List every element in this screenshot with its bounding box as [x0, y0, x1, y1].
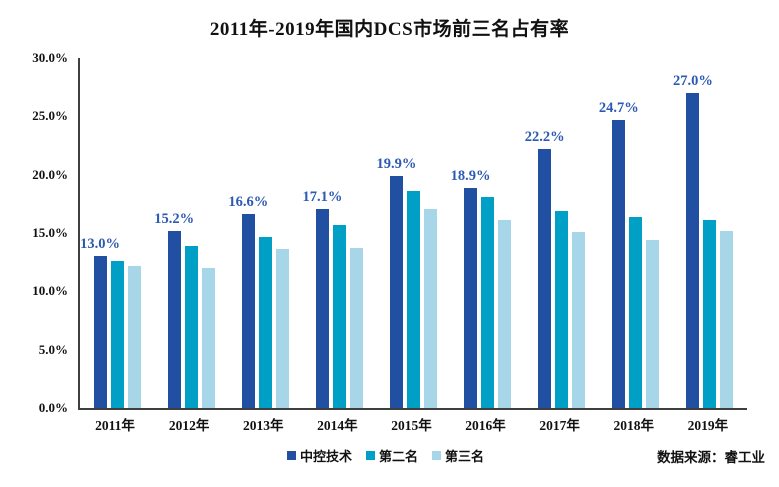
legend-label: 第二名	[379, 449, 419, 464]
legend-item-第三名: 第三名	[432, 446, 484, 465]
legend-item-中控技术: 中控技术	[287, 446, 352, 465]
bar-中控技术	[686, 93, 700, 408]
bar-group-2012年: 15.2%	[154, 58, 228, 408]
bar-value-label: 13.0%	[80, 236, 120, 253]
bar-value-label: 18.9%	[450, 167, 491, 184]
x-tick-label: 2012年	[168, 418, 210, 433]
bar-第三名	[201, 268, 215, 408]
bar-第二名	[184, 245, 198, 408]
bar-第二名	[332, 224, 346, 408]
bar-第三名	[720, 230, 734, 408]
x-tick-label: 2014年	[317, 418, 358, 433]
x-tick-label: 2017年	[539, 418, 580, 433]
y-tick-label: 25.0%	[32, 108, 68, 124]
y-tick-label: 0.0%	[38, 400, 68, 415]
legend-label: 中控技术	[300, 449, 353, 464]
bar-value-label: 17.1%	[302, 188, 343, 205]
bar-中控技术	[464, 187, 478, 408]
bar-第三名	[498, 220, 512, 408]
y-tick-label: 20.0%	[32, 166, 68, 182]
legend-swatch-icon	[366, 451, 376, 460]
bar-group-2017年: 22.2%	[525, 58, 599, 408]
bar-第二名	[703, 220, 717, 408]
bar-中控技术	[167, 230, 181, 408]
legend-item-第二名: 第二名	[366, 446, 418, 465]
bar-中控技术	[241, 214, 255, 408]
bar-group-2014年: 17.1%	[302, 58, 376, 408]
bar-中控技术	[315, 208, 329, 408]
bar-中控技术	[612, 119, 626, 408]
x-tick-label: 2015年	[391, 418, 432, 433]
bar-第三名	[349, 248, 363, 408]
bar-第三名	[423, 208, 437, 408]
bar-group-2013年: 16.6%	[228, 58, 302, 408]
chart-title: 2011年-2019年国内DCS市场前三名占有率	[209, 19, 570, 40]
bar-第二名	[406, 191, 420, 408]
bar-第三名	[572, 231, 586, 408]
bar-中控技术	[538, 149, 552, 408]
x-tick-label: 2016年	[465, 418, 506, 433]
bar-中控技术	[93, 256, 107, 408]
bar-value-label: 27.0%	[672, 73, 713, 89]
x-tick-label: 2013年	[242, 418, 284, 433]
bar-group-2019年: 27.0%	[673, 58, 747, 408]
bar-第二名	[258, 236, 272, 408]
bar-第二名	[110, 261, 124, 408]
y-tick-label: 15.0%	[32, 225, 68, 240]
y-tick-label: 30.0%	[32, 50, 68, 65]
bar-group-2018年: 24.7%	[599, 58, 673, 408]
bar-第二名	[481, 196, 495, 408]
bar-group-2015年: 19.9%	[376, 58, 450, 408]
bar-中控技术	[389, 175, 403, 408]
bar-value-label: 16.6%	[228, 194, 269, 211]
y-tick-label: 5.0%	[38, 341, 68, 357]
x-tick-label: 2019年	[687, 418, 729, 433]
legend-swatch-icon	[287, 451, 296, 460]
bar-value-label: 15.2%	[154, 210, 195, 227]
x-tick-label: 2011年	[95, 418, 135, 433]
bar-第二名	[555, 210, 569, 408]
plot-area: 13.0% 15.2% 16.6% 17.1% 19.9% 18.9% 22.2% 24.7%…	[78, 58, 747, 410]
x-tick-label: 2018年	[613, 418, 655, 433]
bar-第三名	[127, 265, 141, 408]
bar-group-2011年: 13.0%	[80, 58, 154, 408]
bar-group-2016年: 18.9%	[451, 58, 525, 408]
legend: 中控技术 第二名 第三名	[287, 446, 484, 465]
data-source-label: 数据来源：睿工业	[657, 450, 765, 465]
bar-第三名	[646, 240, 660, 408]
legend-label: 第三名	[445, 449, 485, 464]
chart-footer: 中控技术 第二名 第三名 数据来源：睿工业	[0, 446, 779, 470]
bar-第二名	[629, 216, 643, 408]
bar-value-label: 24.7%	[598, 99, 639, 116]
bar-value-label: 22.2%	[524, 129, 565, 145]
bar-第三名	[275, 249, 289, 408]
legend-swatch-icon	[432, 451, 442, 460]
y-tick-label: 10.0%	[32, 283, 68, 299]
bar-value-label: 19.9%	[376, 155, 417, 172]
